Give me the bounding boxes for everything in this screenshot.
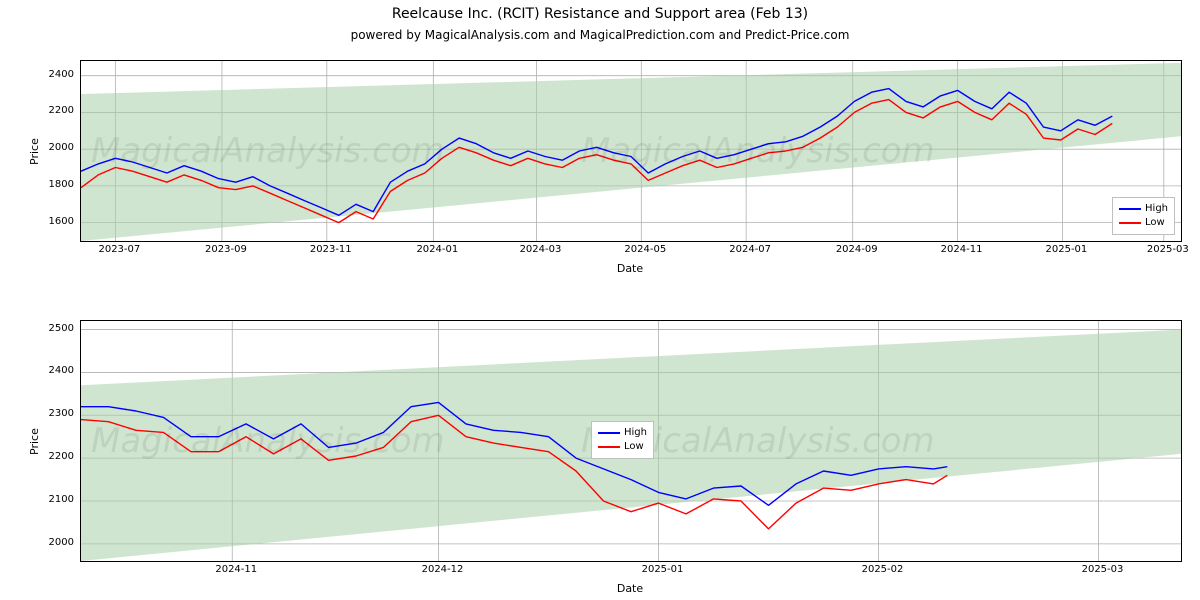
xtick-label: 2024-03 bbox=[510, 244, 570, 255]
xtick-label: 2023-07 bbox=[89, 244, 149, 255]
legend-swatch bbox=[1119, 222, 1141, 224]
legend-swatch bbox=[598, 446, 620, 448]
ytick-label: 2300 bbox=[24, 408, 74, 419]
legend-item: High bbox=[598, 426, 647, 440]
xtick-label: 2024-05 bbox=[615, 244, 675, 255]
bottom-chart-panel: MagicalAnalysis.com MagicalAnalysis.com … bbox=[80, 320, 1182, 562]
ytick-label: 2500 bbox=[24, 323, 74, 334]
xtick-label: 2025-03 bbox=[1138, 244, 1198, 255]
xtick-label: 2023-11 bbox=[301, 244, 361, 255]
ytick-label: 2400 bbox=[24, 365, 74, 376]
ytick-label: 1800 bbox=[24, 179, 74, 190]
top-chart-panel: MagicalAnalysis.com MagicalAnalysis.com … bbox=[80, 60, 1182, 242]
legend-label: Low bbox=[624, 440, 644, 454]
xtick-label: 2024-11 bbox=[206, 564, 266, 575]
xtick-label: 2023-09 bbox=[196, 244, 256, 255]
xtick-label: 2025-01 bbox=[1036, 244, 1096, 255]
ytick-label: 1600 bbox=[24, 216, 74, 227]
ytick-label: 2100 bbox=[24, 494, 74, 505]
legend-item: Low bbox=[1119, 216, 1168, 230]
xtick-label: 2025-02 bbox=[853, 564, 913, 575]
xtick-label: 2024-12 bbox=[413, 564, 473, 575]
figure: Reelcause Inc. (RCIT) Resistance and Sup… bbox=[0, 0, 1200, 600]
top-chart-svg bbox=[81, 61, 1181, 241]
ytick-label: 2200 bbox=[24, 451, 74, 462]
legend-label: High bbox=[624, 426, 647, 440]
xtick-label: 2025-01 bbox=[633, 564, 693, 575]
legend-label: Low bbox=[1145, 216, 1165, 230]
ytick-label: 2200 bbox=[24, 105, 74, 116]
legend-label: High bbox=[1145, 202, 1168, 216]
ytick-label: 2000 bbox=[24, 537, 74, 548]
ytick-label: 2000 bbox=[24, 142, 74, 153]
chart-subtitle: powered by MagicalAnalysis.com and Magic… bbox=[0, 28, 1200, 42]
xtick-label: 2024-09 bbox=[827, 244, 887, 255]
legend-swatch bbox=[1119, 208, 1141, 210]
xtick-label: 2024-11 bbox=[932, 244, 992, 255]
top-chart-legend: HighLow bbox=[1112, 197, 1175, 235]
ytick-label: 2400 bbox=[24, 69, 74, 80]
xtick-label: 2025-03 bbox=[1073, 564, 1133, 575]
xtick-label: 2024-07 bbox=[720, 244, 780, 255]
legend-item: High bbox=[1119, 202, 1168, 216]
legend-swatch bbox=[598, 432, 620, 434]
legend-item: Low bbox=[598, 440, 647, 454]
chart-title: Reelcause Inc. (RCIT) Resistance and Sup… bbox=[0, 6, 1200, 22]
top-chart-xlabel: Date bbox=[80, 262, 1180, 275]
bottom-chart-xlabel: Date bbox=[80, 582, 1180, 595]
bottom-chart-legend: HighLow bbox=[591, 421, 654, 459]
xtick-label: 2024-01 bbox=[407, 244, 467, 255]
